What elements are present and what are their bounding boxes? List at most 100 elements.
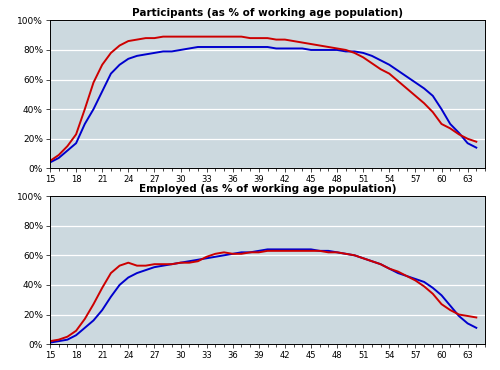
1995 <box>126 57 132 61</box>
2005 <box>264 249 270 253</box>
2005 <box>308 42 314 46</box>
1995 <box>256 45 262 49</box>
1995 <box>221 253 227 258</box>
2005 <box>247 250 253 255</box>
2005 <box>212 252 218 256</box>
2005 <box>360 55 366 60</box>
2005 <box>134 37 140 42</box>
2005 <box>300 249 306 253</box>
1995 <box>308 48 314 52</box>
2005 <box>343 48 349 52</box>
2005 <box>474 139 480 144</box>
2005 <box>334 250 340 255</box>
2005 <box>108 271 114 275</box>
1995 <box>412 277 418 281</box>
2005 <box>421 101 427 105</box>
Line: 2005: 2005 <box>50 37 476 161</box>
1995 <box>142 268 148 272</box>
2005 <box>378 262 384 266</box>
1995 <box>447 122 453 126</box>
1995 <box>230 252 235 256</box>
1995 <box>116 63 122 67</box>
1995 <box>386 63 392 67</box>
2005 <box>386 266 392 271</box>
2005 <box>108 51 114 55</box>
1995 <box>369 54 375 58</box>
1995 <box>73 141 79 145</box>
1995 <box>326 249 332 253</box>
2005 <box>326 45 332 49</box>
1995 <box>108 295 114 299</box>
1995 <box>256 249 262 253</box>
2005 <box>316 249 322 253</box>
2005 <box>73 329 79 333</box>
2005 <box>116 43 122 48</box>
2005 <box>404 86 409 91</box>
2005 <box>221 34 227 39</box>
2005 <box>360 256 366 260</box>
1995 <box>412 80 418 85</box>
1995 <box>264 45 270 49</box>
2005 <box>273 37 279 42</box>
2005 <box>56 337 62 342</box>
1995 <box>82 326 88 330</box>
2005 <box>238 252 244 256</box>
2005 <box>395 79 401 83</box>
1995 <box>421 86 427 91</box>
1995 <box>64 148 70 153</box>
1995 <box>90 318 96 323</box>
2005 <box>378 67 384 71</box>
2005 <box>395 269 401 274</box>
1995 <box>334 250 340 255</box>
2005 <box>404 274 409 278</box>
1995 <box>430 94 436 98</box>
1995 <box>430 286 436 290</box>
1995 <box>212 255 218 259</box>
2005 <box>73 132 79 137</box>
1995 <box>300 247 306 252</box>
1995 <box>290 46 296 51</box>
2005 <box>430 110 436 114</box>
1995 <box>404 74 409 79</box>
2005 <box>195 34 201 39</box>
1995 <box>334 48 340 52</box>
1995 <box>474 326 480 330</box>
2005 <box>308 249 314 253</box>
2005 <box>300 40 306 45</box>
1995 <box>404 274 409 278</box>
2005 <box>142 263 148 268</box>
2005 <box>464 137 470 141</box>
2005 <box>256 36 262 40</box>
1995 <box>195 45 201 49</box>
1995 <box>290 247 296 252</box>
1995 <box>378 262 384 266</box>
2005 <box>221 250 227 255</box>
1995 <box>169 49 175 54</box>
2005 <box>90 302 96 306</box>
1995 <box>316 48 322 52</box>
Title: Participants (as % of working age population): Participants (as % of working age popula… <box>132 8 403 18</box>
Line: 2005: 2005 <box>50 251 476 341</box>
2005 <box>47 339 53 343</box>
2005 <box>204 255 210 259</box>
1995 <box>178 48 184 52</box>
1995 <box>204 45 210 49</box>
2005 <box>142 36 148 40</box>
2005 <box>326 250 332 255</box>
2005 <box>464 314 470 318</box>
2005 <box>256 250 262 255</box>
1995 <box>82 122 88 126</box>
1995 <box>47 160 53 165</box>
2005 <box>247 36 253 40</box>
1995 <box>343 252 349 256</box>
1995 <box>212 45 218 49</box>
2005 <box>447 308 453 312</box>
2005 <box>412 94 418 98</box>
1995 <box>126 275 132 280</box>
1995 <box>186 259 192 263</box>
2005 <box>238 34 244 39</box>
1995 <box>99 308 105 312</box>
2005 <box>134 263 140 268</box>
2005 <box>116 263 122 268</box>
2005 <box>316 43 322 48</box>
